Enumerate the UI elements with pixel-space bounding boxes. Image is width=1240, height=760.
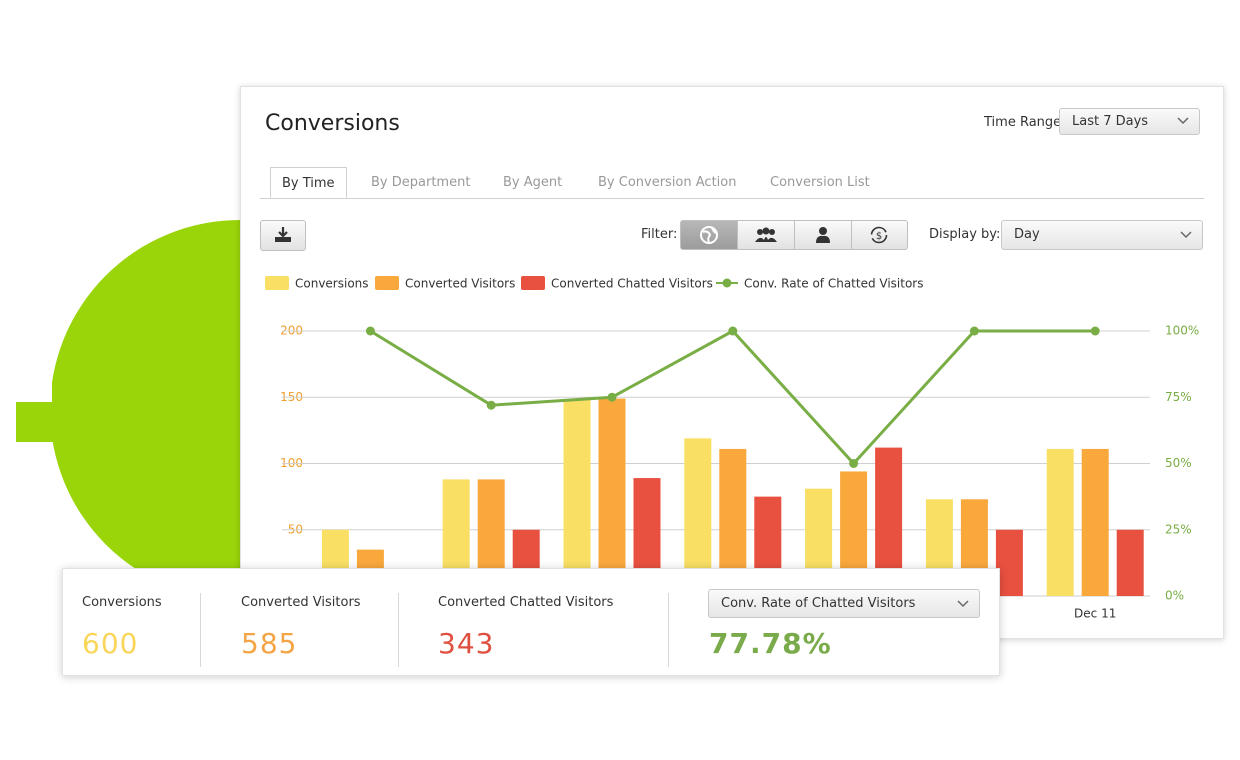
panel-title: Conversions — [265, 111, 400, 136]
decor-shape — [0, 220, 260, 600]
legend-swatch — [265, 276, 289, 290]
line-point — [969, 326, 979, 336]
tab-divider — [260, 198, 1204, 199]
legend-label: Conv. Rate of Chatted Visitors — [744, 277, 924, 291]
rate-select[interactable]: Conv. Rate of Chatted Visitors — [708, 589, 980, 618]
filter-group: $ — [680, 220, 908, 250]
summary-value: 585 — [241, 627, 298, 660]
line-point — [486, 400, 496, 410]
download-button[interactable] — [260, 220, 306, 251]
filter-departments[interactable] — [737, 220, 795, 250]
summary-card: Conversions 600 Converted Visitors 585 C… — [62, 568, 1000, 676]
globe-icon — [700, 226, 718, 244]
bar — [598, 398, 626, 596]
select-value: Conv. Rate of Chatted Visitors — [721, 596, 916, 611]
x-tick-label: Dec 11 — [1074, 607, 1116, 621]
line-point — [607, 392, 617, 402]
svg-text:$: $ — [876, 231, 882, 242]
display-select[interactable]: Day — [1001, 220, 1203, 250]
y2-tick-label: 0% — [1165, 589, 1184, 603]
line-point — [365, 326, 375, 336]
separator — [398, 593, 399, 667]
tab[interactable]: By Department — [371, 175, 471, 190]
y2-tick-label: 100% — [1165, 324, 1199, 338]
bar — [563, 399, 591, 596]
rate-value: 77.78% — [709, 627, 832, 660]
bar — [995, 529, 1023, 596]
summary-value: 600 — [82, 627, 139, 660]
summary-label: Converted Visitors — [241, 595, 361, 610]
tab[interactable]: By Conversion Action — [598, 175, 737, 190]
dollar-icon: $ — [870, 226, 888, 244]
group-icon — [755, 227, 777, 242]
separator — [668, 593, 669, 667]
y2-tick-label: 75% — [1165, 390, 1192, 404]
legend-swatch — [375, 276, 399, 290]
legend-marker — [722, 278, 732, 288]
chevron — [1177, 117, 1189, 125]
tab[interactable]: Conversion List — [770, 175, 870, 190]
separator — [200, 593, 201, 667]
y2-tick-label: 50% — [1165, 456, 1192, 470]
tab[interactable]: By Agent — [503, 175, 563, 190]
line-point — [849, 459, 859, 468]
legend-label: Converted Chatted Visitors — [551, 277, 713, 291]
summary-label: Converted Chatted Visitors — [438, 595, 614, 610]
time-range-label: Time Range: — [984, 115, 1066, 130]
legend-label: Converted Visitors — [405, 277, 515, 291]
chevron — [1180, 231, 1192, 239]
bar — [1116, 529, 1144, 596]
filter-label: Filter: — [641, 227, 678, 242]
legend-swatch — [521, 276, 545, 290]
select-value: Last 7 Days — [1072, 114, 1149, 129]
person-icon — [816, 227, 830, 243]
summary-value: 343 — [438, 627, 495, 660]
time-range-select[interactable]: Last 7 Days — [1059, 108, 1200, 135]
filter-all[interactable] — [680, 220, 738, 250]
tab[interactable]: By Time — [270, 167, 347, 198]
summary-label: Conversions — [82, 595, 162, 610]
y2-tick-label: 25% — [1165, 522, 1192, 536]
bar — [1081, 448, 1109, 596]
line-point — [728, 326, 738, 336]
bar — [1046, 448, 1074, 596]
select-value: Day — [1014, 227, 1040, 242]
filter-agent[interactable] — [794, 220, 852, 250]
legend-label: Conversions — [295, 277, 369, 291]
filter-conversion[interactable]: $ — [851, 220, 908, 250]
download-icon — [275, 227, 291, 242]
chevron — [957, 600, 969, 608]
line-point — [1090, 326, 1100, 336]
display-label: Display by: — [929, 227, 1001, 242]
